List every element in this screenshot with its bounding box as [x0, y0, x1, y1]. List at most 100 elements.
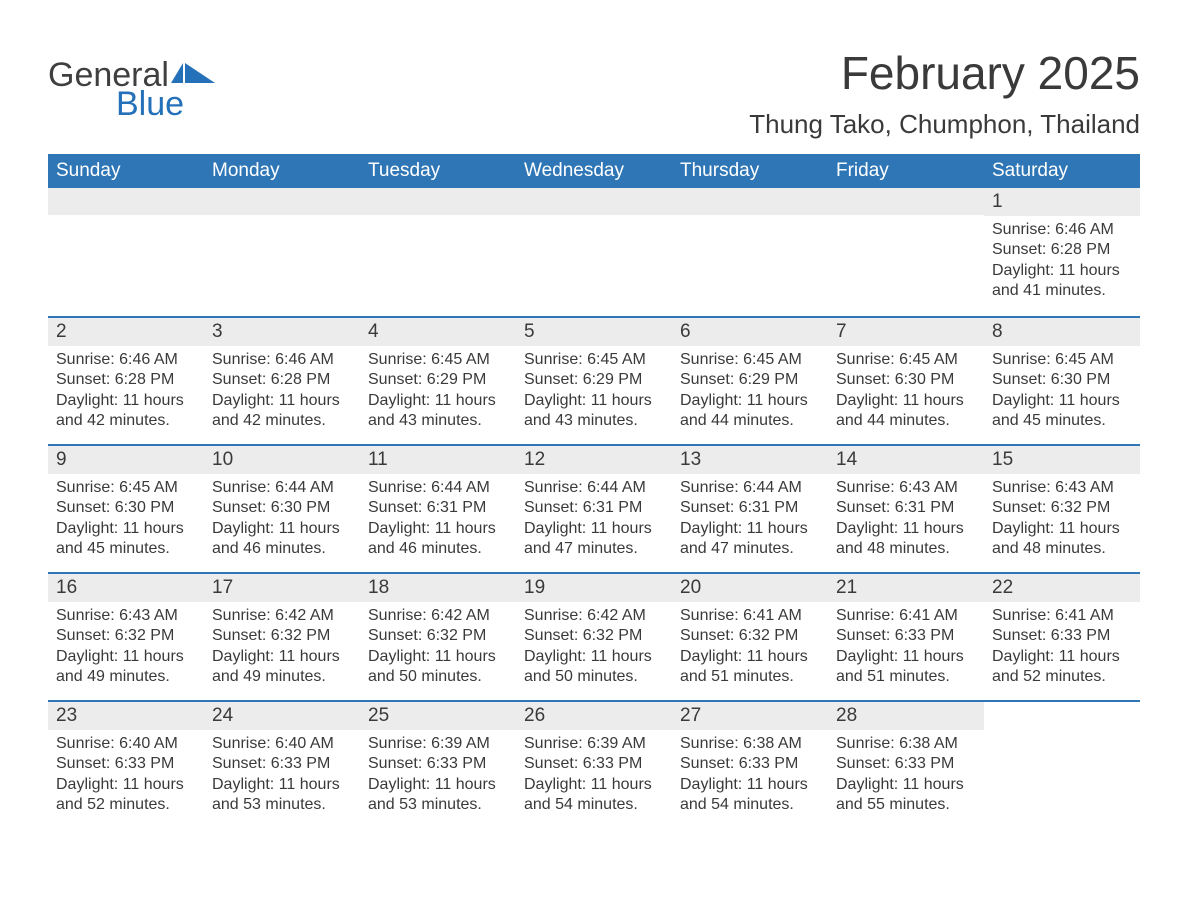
week-row: 23Sunrise: 6:40 AMSunset: 6:33 PMDayligh… [48, 700, 1140, 828]
weekday-header: Wednesday [516, 154, 672, 188]
daylight-line: Daylight: 11 hours and 47 minutes. [524, 519, 664, 560]
sunset-line: Sunset: 6:32 PM [680, 626, 820, 646]
sunrise-line: Sunrise: 6:45 AM [680, 350, 820, 370]
day-cell: 27 Sunrise: 6:38 AMSunset: 6:33 PMDayligh… [672, 702, 828, 828]
sunrise-line: Sunrise: 6:46 AM [212, 350, 352, 370]
day-number: 13 [672, 446, 828, 474]
sunset-line: Sunset: 6:32 PM [212, 626, 352, 646]
daylight-line: Daylight: 11 hours and 54 minutes. [680, 775, 820, 816]
day-cell: 25 Sunrise: 6:39 AMSunset: 6:33 PMDayligh… [360, 702, 516, 828]
empty-day-band [672, 188, 828, 215]
daylight-line: Daylight: 11 hours and 51 minutes. [680, 647, 820, 688]
week-row: 16Sunrise: 6:43 AMSunset: 6:32 PMDayligh… [48, 572, 1140, 700]
weekday-header: Thursday [672, 154, 828, 188]
daylight-line: Daylight: 11 hours and 54 minutes. [524, 775, 664, 816]
daylight-line: Daylight: 11 hours and 46 minutes. [212, 519, 352, 560]
sunrise-line: Sunrise: 6:42 AM [212, 606, 352, 626]
sunset-line: Sunset: 6:31 PM [680, 498, 820, 518]
sunrise-line: Sunrise: 6:44 AM [680, 478, 820, 498]
day-cell: 16Sunrise: 6:43 AMSunset: 6:32 PMDayligh… [48, 574, 204, 700]
sunrise-line: Sunrise: 6:45 AM [368, 350, 508, 370]
sunrise-line: Sunrise: 6:39 AM [368, 734, 508, 754]
sunset-line: Sunset: 6:33 PM [212, 754, 352, 774]
day-cell [828, 188, 984, 316]
day-cell: 13Sunrise: 6:44 AMSunset: 6:31 PMDayligh… [672, 446, 828, 572]
sunset-line: Sunset: 6:28 PM [212, 370, 352, 390]
empty-day-band [360, 188, 516, 215]
title-block: February 2025 Thung Tako, Chumphon, Thai… [749, 48, 1140, 140]
daylight-line: Daylight: 11 hours and 53 minutes. [368, 775, 508, 816]
sunset-line: Sunset: 6:29 PM [680, 370, 820, 390]
day-cell [204, 188, 360, 316]
day-number: 1 [984, 188, 1140, 216]
sunrise-line: Sunrise: 6:41 AM [992, 606, 1132, 626]
week-row: 2Sunrise: 6:46 AMSunset: 6:28 PMDaylight… [48, 316, 1140, 444]
day-cell: 24Sunrise: 6:40 AMSunset: 6:33 PMDayligh… [204, 702, 360, 828]
sunset-line: Sunset: 6:33 PM [56, 754, 196, 774]
day-number: 27 [672, 702, 828, 730]
sunset-line: Sunset: 6:28 PM [992, 240, 1132, 260]
sunrise-line: Sunrise: 6:45 AM [56, 478, 196, 498]
sunrise-line: Sunrise: 6:40 AM [212, 734, 352, 754]
day-cell: 4Sunrise: 6:45 AMSunset: 6:29 PMDaylight… [360, 318, 516, 444]
day-number: 17 [204, 574, 360, 602]
sunset-line: Sunset: 6:33 PM [368, 754, 508, 774]
day-number: 19 [516, 574, 672, 602]
sunrise-line: Sunrise: 6:42 AM [368, 606, 508, 626]
sunset-line: Sunset: 6:29 PM [368, 370, 508, 390]
day-number: 9 [48, 446, 204, 474]
daylight-line: Daylight: 11 hours and 49 minutes. [56, 647, 196, 688]
day-cell [48, 188, 204, 316]
day-number: 5 [516, 318, 672, 346]
weekday-header: Friday [828, 154, 984, 188]
day-cell: 1Sunrise: 6:46 AMSunset: 6:28 PMDaylight… [984, 188, 1140, 316]
sunset-line: Sunset: 6:33 PM [992, 626, 1132, 646]
weeks-container: 1Sunrise: 6:46 AMSunset: 6:28 PMDaylight… [48, 188, 1140, 828]
day-number: 8 [984, 318, 1140, 346]
calendar-grid: SundayMondayTuesdayWednesdayThursdayFrid… [48, 154, 1140, 828]
brand-logo: General Blue [48, 56, 217, 124]
day-cell: 14Sunrise: 6:43 AMSunset: 6:31 PMDayligh… [828, 446, 984, 572]
weekday-header: Monday [204, 154, 360, 188]
day-cell: 12Sunrise: 6:44 AMSunset: 6:31 PMDayligh… [516, 446, 672, 572]
sunrise-line: Sunrise: 6:45 AM [992, 350, 1132, 370]
weekday-header: Saturday [984, 154, 1140, 188]
header-row: General Blue February 2025 Thung Tako, C… [48, 48, 1140, 140]
location-subtitle: Thung Tako, Chumphon, Thailand [749, 109, 1140, 140]
day-cell: 2Sunrise: 6:46 AMSunset: 6:28 PMDaylight… [48, 318, 204, 444]
sunrise-line: Sunrise: 6:43 AM [56, 606, 196, 626]
sunset-line: Sunset: 6:33 PM [680, 754, 820, 774]
day-number: 25 [360, 702, 516, 730]
sunrise-line: Sunrise: 6:38 AM [836, 734, 976, 754]
day-number: 20 [672, 574, 828, 602]
daylight-line: Daylight: 11 hours and 53 minutes. [212, 775, 352, 816]
sunrise-line: Sunrise: 6:40 AM [56, 734, 196, 754]
week-row: 1Sunrise: 6:46 AMSunset: 6:28 PMDaylight… [48, 188, 1140, 316]
sunset-line: Sunset: 6:33 PM [836, 754, 976, 774]
day-cell: 21Sunrise: 6:41 AMSunset: 6:33 PMDayligh… [828, 574, 984, 700]
day-cell [672, 188, 828, 316]
sunrise-line: Sunrise: 6:38 AM [680, 734, 820, 754]
daylight-line: Daylight: 11 hours and 41 minutes. [992, 261, 1132, 302]
sunrise-line: Sunrise: 6:44 AM [212, 478, 352, 498]
day-cell [360, 188, 516, 316]
day-number: 14 [828, 446, 984, 474]
sunset-line: Sunset: 6:30 PM [992, 370, 1132, 390]
daylight-line: Daylight: 11 hours and 45 minutes. [992, 391, 1132, 432]
sunrise-line: Sunrise: 6:44 AM [368, 478, 508, 498]
day-cell: 17Sunrise: 6:42 AMSunset: 6:32 PMDayligh… [204, 574, 360, 700]
sunset-line: Sunset: 6:31 PM [368, 498, 508, 518]
daylight-line: Daylight: 11 hours and 52 minutes. [56, 775, 196, 816]
sunset-line: Sunset: 6:32 PM [56, 626, 196, 646]
day-cell: 11Sunrise: 6:44 AMSunset: 6:31 PMDayligh… [360, 446, 516, 572]
day-number: 26 [516, 702, 672, 730]
daylight-line: Daylight: 11 hours and 42 minutes. [212, 391, 352, 432]
sunset-line: Sunset: 6:29 PM [524, 370, 664, 390]
sunset-line: Sunset: 6:32 PM [524, 626, 664, 646]
day-number: 6 [672, 318, 828, 346]
day-cell: 22Sunrise: 6:41 AMSunset: 6:33 PMDayligh… [984, 574, 1140, 700]
day-number: 23 [48, 702, 204, 730]
empty-day-band [204, 188, 360, 215]
sunrise-line: Sunrise: 6:43 AM [992, 478, 1132, 498]
calendar-page: General Blue February 2025 Thung Tako, C… [0, 0, 1188, 918]
